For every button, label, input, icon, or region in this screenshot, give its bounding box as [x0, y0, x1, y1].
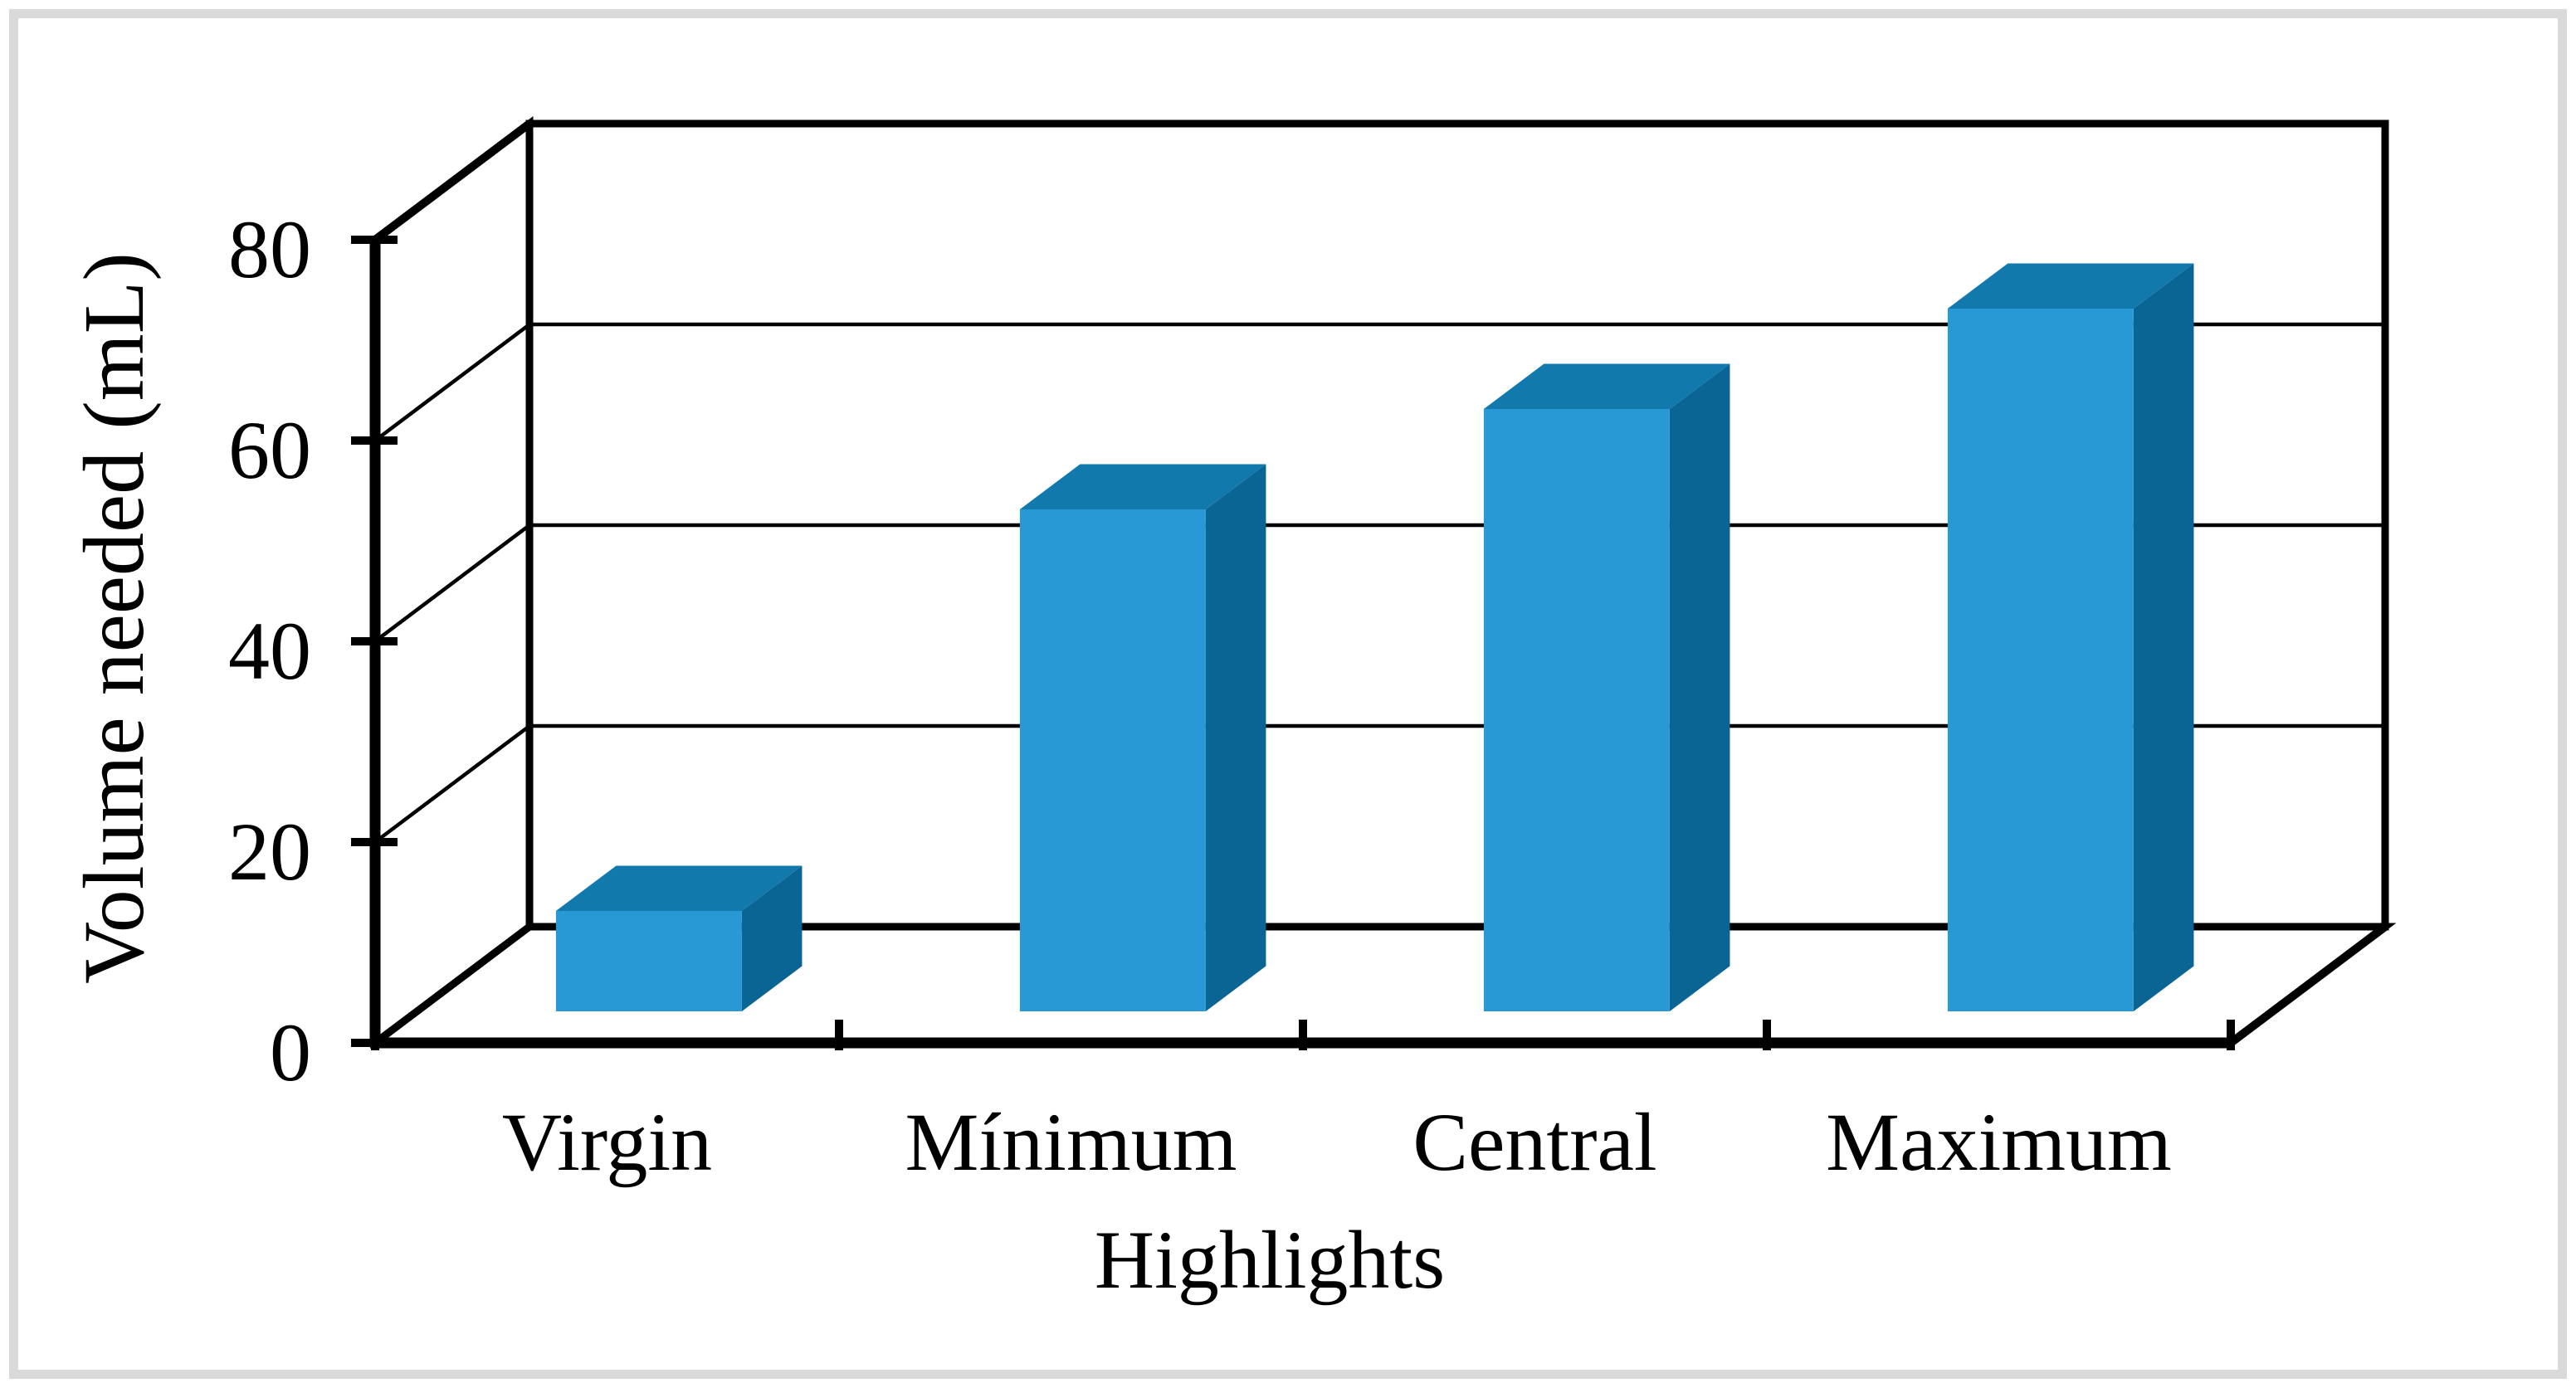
y-tick-label-80: 80 — [228, 203, 311, 295]
bar-side-face — [1669, 363, 1730, 1012]
bar-top-face — [555, 865, 803, 912]
bar-top-face — [1483, 363, 1730, 410]
bar-virgin — [555, 865, 803, 1012]
bar-front-face — [1483, 409, 1670, 1012]
bar-front-face — [1947, 309, 2134, 1012]
bar-minimum — [1019, 464, 1266, 1012]
bar-top-face — [1019, 464, 1266, 510]
category-label: Virgin — [502, 1096, 712, 1188]
floor-right-edge — [2227, 923, 2388, 1046]
y-axis-title: Volume needed (mL) — [66, 252, 162, 984]
category-label: Mínimum — [905, 1096, 1237, 1188]
bar-front-face — [1019, 509, 1206, 1012]
y-tick-label-0: 0 — [270, 1006, 311, 1098]
bar-central — [1483, 363, 1730, 1012]
side-wall-top-edge — [372, 120, 533, 243]
category-label: Central — [1412, 1096, 1656, 1188]
bar-side-face — [2133, 263, 2194, 1012]
gridline-side-20 — [373, 724, 531, 844]
gridline-side-40 — [373, 524, 531, 643]
bar-front-face — [555, 911, 742, 1012]
bar-side-face — [1205, 464, 1266, 1012]
bar-maximum — [1947, 263, 2194, 1012]
bar-side-face — [741, 865, 803, 1012]
y-tick-label-40: 40 — [228, 605, 311, 697]
bar-top-face — [1947, 263, 2194, 309]
gridline-side-60 — [373, 323, 531, 442]
x-axis-title: Highlights — [1095, 1214, 1445, 1306]
category-label: Maximum — [1826, 1096, 2172, 1188]
y-tick-label-20: 20 — [228, 806, 311, 898]
y-tick-label-60: 60 — [228, 404, 311, 496]
figure-border — [9, 9, 2567, 1379]
